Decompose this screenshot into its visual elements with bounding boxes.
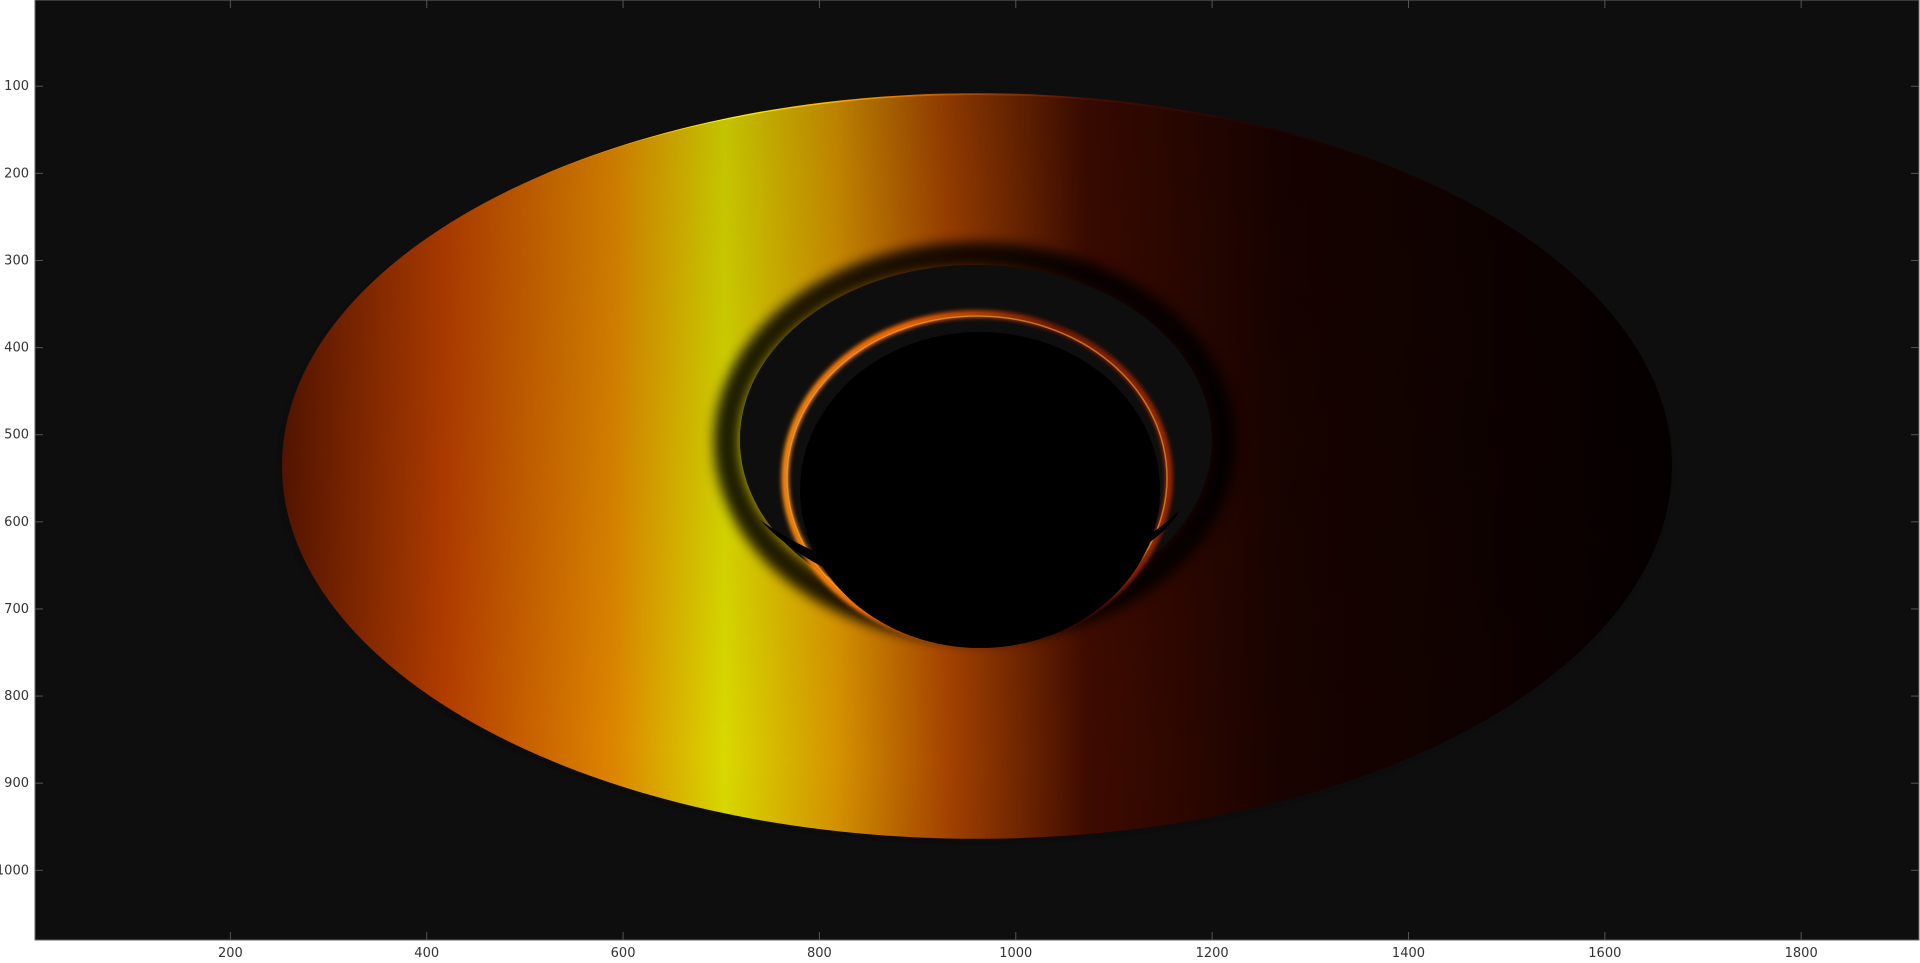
x-tick-label: 400	[414, 946, 439, 961]
y-tick-label: 800	[4, 689, 29, 704]
y-tick-label: 200	[4, 166, 29, 181]
y-tick-label: 300	[4, 253, 29, 268]
x-tick-label: 1000	[999, 946, 1032, 961]
x-tick-label: 600	[611, 946, 636, 961]
y-tick-label: 400	[4, 341, 29, 356]
y-tick-label: 600	[4, 515, 29, 530]
y-axis: 100 200 300 400 500 600 700 800 900 1000	[0, 79, 1919, 878]
y-tick-label: 1000	[0, 863, 29, 878]
y-tick-label: 100	[4, 79, 29, 94]
y-tick-label: 700	[4, 602, 29, 617]
x-tick-label: 200	[218, 946, 243, 961]
black-hole-shadow	[800, 332, 1160, 648]
x-tick-label: 800	[807, 946, 832, 961]
y-tick-label: 500	[4, 428, 29, 443]
x-tick-label: 1600	[1588, 946, 1621, 961]
x-axis: 200 400 600 800 1000 1200 1400 1600 1800	[218, 0, 1818, 961]
y-tick-label: 900	[4, 776, 29, 791]
accretion-disk-render	[275, 93, 1675, 845]
x-tick-label: 1400	[1392, 946, 1425, 961]
x-tick-label: 1200	[1196, 946, 1229, 961]
x-tick-label: 1800	[1785, 946, 1818, 961]
lensed-lower-arc	[760, 510, 1180, 601]
